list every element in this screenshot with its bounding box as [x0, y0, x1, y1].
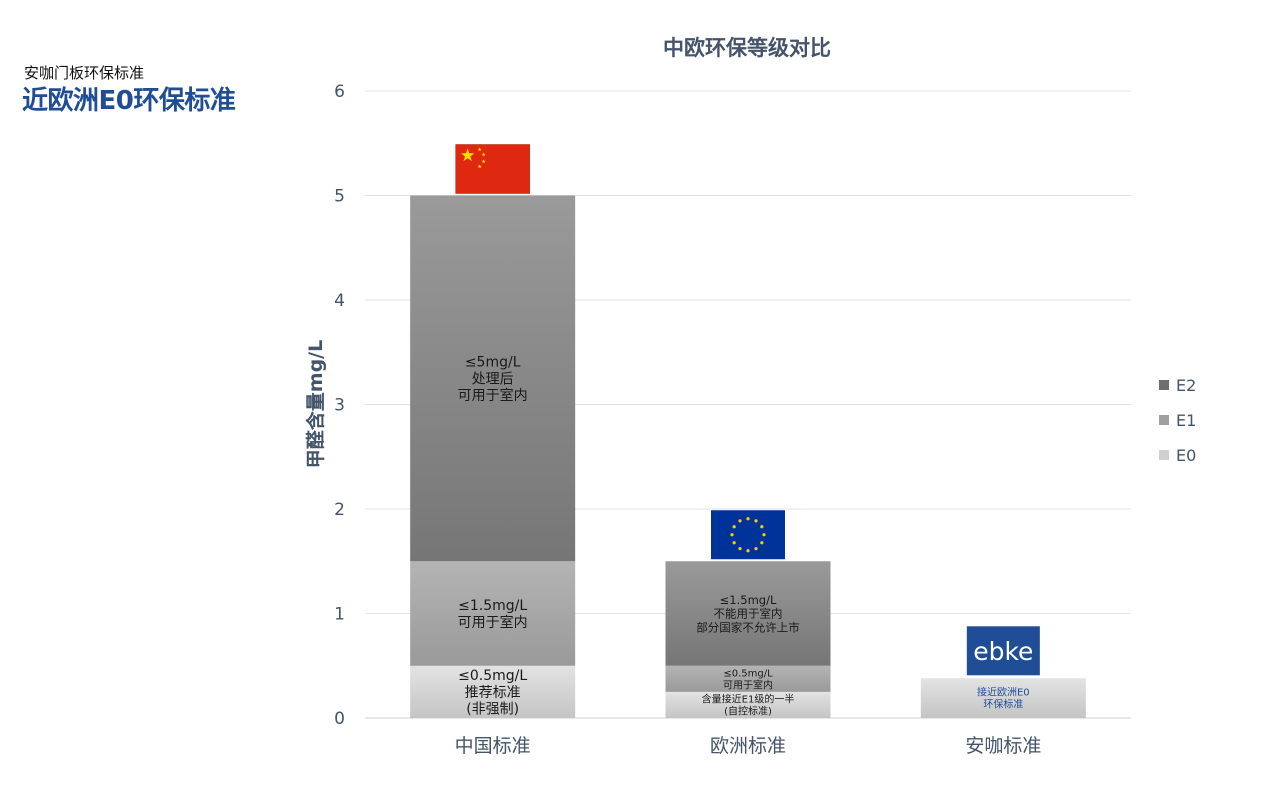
data-label: ≤5mg/L: [465, 355, 521, 371]
bar-segment-e0: [920, 678, 1086, 718]
data-label: ≤1.5mg/L: [720, 593, 777, 607]
data-label: 不能用于室内: [714, 607, 783, 621]
legend-label-e2: E2: [1176, 376, 1196, 395]
y-tick-label: 3: [334, 396, 345, 416]
data-label: 处理后: [472, 371, 514, 387]
x-tick-label: 中国标准: [455, 735, 531, 757]
y-tick-label: 2: [334, 500, 345, 520]
bar-segment-e0: [665, 691, 831, 718]
data-label: 可用于室内: [458, 614, 528, 631]
y-tick-label: 6: [334, 82, 345, 102]
legend-swatch-e0: [1159, 450, 1169, 460]
legend-swatch-e1: [1159, 415, 1169, 425]
bar-segment-e2: [410, 195, 576, 562]
header-title: 近欧洲E0环保标准: [22, 86, 236, 116]
china-flag-icon: [455, 144, 530, 194]
bar-segment-e1: [410, 561, 576, 666]
ebke-logo-text: ebke: [973, 637, 1033, 666]
data-label: 含量接近E1级的一半: [702, 693, 795, 706]
data-label: 推荐标准: [465, 685, 521, 701]
data-label: 部分国家不允许上市: [696, 620, 800, 634]
data-label: 环保标准: [983, 698, 1023, 711]
data-label: 可用于室内: [723, 678, 773, 691]
chart-title: 中欧环保等级对比: [663, 36, 831, 60]
y-axis-label: 甲醛含量mg/L: [304, 340, 327, 468]
bar-segment-e2: [665, 561, 831, 666]
data-label: (自控标准): [724, 705, 772, 718]
x-tick-label: 欧洲标准: [710, 735, 786, 757]
data-label: ≤1.5mg/L: [458, 598, 527, 614]
eu-flag-icon: [711, 510, 785, 560]
data-label: 可用于室内: [458, 387, 528, 404]
data-label: (非强制): [466, 702, 519, 718]
y-tick-label: 5: [334, 187, 345, 207]
x-tick-label: 安咖标准: [965, 735, 1041, 757]
header-subtitle: 安咖门板环保标准: [24, 64, 145, 82]
ebke-logo-icon: ebke: [966, 626, 1040, 676]
data-label: ≤0.5mg/L: [458, 668, 527, 684]
y-tick-label: 4: [334, 291, 345, 311]
legend-label-e1: E1: [1176, 411, 1196, 430]
legend-label-e0: E0: [1176, 446, 1196, 465]
bar-segment-e0: [410, 665, 576, 718]
data-label: ≤0.5mg/L: [723, 668, 773, 679]
legend-swatch-e2: [1159, 380, 1169, 390]
y-tick-label: 1: [334, 605, 345, 625]
bar-segment-e1: [665, 665, 831, 692]
y-tick-label: 0: [334, 709, 345, 729]
data-label: 接近欧洲E0: [977, 686, 1030, 699]
